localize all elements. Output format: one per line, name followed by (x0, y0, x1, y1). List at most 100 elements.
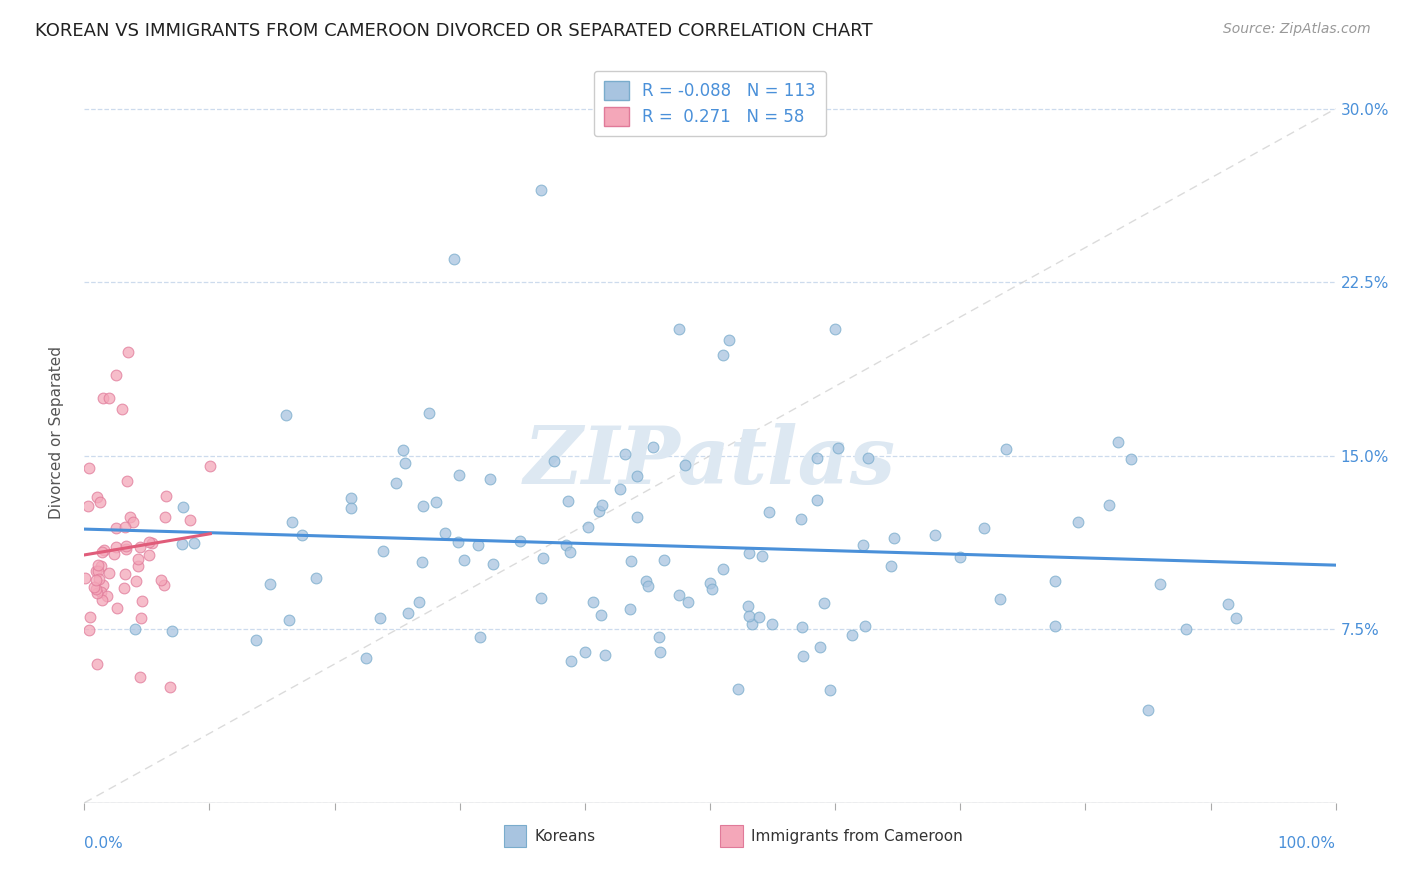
Point (281, 516, 304, 530)
Point (576, 520, 599, 534)
Point (368, 611, 391, 625)
Point (179, 513, 201, 527)
Point (340, 500, 363, 515)
Point (924, 528, 946, 542)
Point (883, 531, 905, 545)
Point (86, 585, 108, 599)
Point (619, 601, 641, 615)
Point (105, 540, 128, 554)
Point (806, 451, 828, 466)
Legend: R = -0.088   N = 113, R =  0.271   N = 58: R = -0.088 N = 113, R = 0.271 N = 58 (595, 70, 825, 136)
Point (105, 600, 128, 615)
Point (751, 549, 773, 563)
Point (87, 572, 110, 586)
Point (129, 670, 152, 684)
Text: ZIPatlas: ZIPatlas (524, 424, 896, 501)
Point (543, 454, 565, 468)
Point (1174, 622, 1197, 636)
Point (150, 573, 173, 587)
Point (103, 547, 125, 561)
Point (467, 538, 489, 552)
Point (1216, 597, 1239, 611)
Point (582, 595, 605, 609)
Point (131, 594, 153, 608)
Point (104, 520, 127, 534)
Point (1136, 703, 1159, 717)
Point (637, 579, 659, 593)
Point (856, 450, 879, 465)
Point (172, 500, 194, 514)
Point (155, 489, 177, 503)
Point (112, 581, 135, 595)
Point (412, 500, 434, 514)
Point (668, 321, 690, 335)
Point (408, 595, 430, 609)
Point (648, 645, 671, 659)
Point (114, 566, 136, 581)
Point (77, 623, 100, 637)
Point (1043, 574, 1066, 588)
Point (792, 620, 814, 634)
Point (396, 606, 419, 620)
Point (852, 538, 875, 552)
Text: 100.0%: 100.0% (1278, 836, 1336, 851)
Point (676, 595, 699, 609)
Point (138, 548, 160, 562)
Point (509, 534, 531, 549)
Point (115, 539, 138, 553)
Point (1119, 452, 1142, 467)
Point (1107, 434, 1129, 449)
Point (595, 648, 617, 663)
Point (790, 512, 813, 526)
Point (641, 440, 664, 454)
Point (115, 541, 138, 556)
Point (117, 344, 139, 359)
Point (183, 536, 205, 550)
Point (614, 447, 637, 461)
Point (988, 592, 1011, 607)
Point (748, 610, 770, 624)
Point (291, 528, 314, 542)
Point (115, 474, 138, 488)
Point (79, 610, 101, 624)
Point (626, 468, 648, 483)
Text: 0.0%: 0.0% (84, 836, 124, 851)
FancyBboxPatch shape (503, 825, 526, 847)
Point (702, 582, 724, 596)
Point (557, 494, 579, 508)
Point (411, 555, 433, 569)
Point (738, 546, 761, 560)
Point (626, 510, 648, 524)
Point (159, 680, 181, 694)
Point (841, 628, 863, 642)
Point (973, 521, 995, 535)
Point (443, 252, 465, 266)
Point (554, 538, 576, 552)
Point (124, 574, 146, 588)
Point (91, 592, 114, 607)
Point (711, 348, 734, 362)
Y-axis label: Divorced or Separated: Divorced or Separated (49, 346, 63, 519)
Point (77, 499, 100, 513)
Point (141, 536, 163, 550)
Point (699, 576, 721, 591)
Point (98, 566, 121, 581)
Point (96, 590, 118, 604)
Point (84, 573, 107, 587)
Point (530, 591, 553, 605)
Point (129, 540, 152, 554)
Point (808, 640, 831, 654)
Point (89, 495, 111, 509)
Point (394, 456, 416, 470)
Point (90, 585, 112, 599)
Text: Source: ZipAtlas.com: Source: ZipAtlas.com (1223, 22, 1371, 37)
FancyBboxPatch shape (720, 825, 742, 847)
Point (591, 607, 613, 622)
Point (87, 558, 110, 573)
Point (83, 580, 105, 594)
Point (354, 651, 377, 665)
Point (668, 588, 690, 602)
Point (277, 613, 299, 627)
Point (711, 562, 734, 576)
Point (609, 482, 631, 496)
